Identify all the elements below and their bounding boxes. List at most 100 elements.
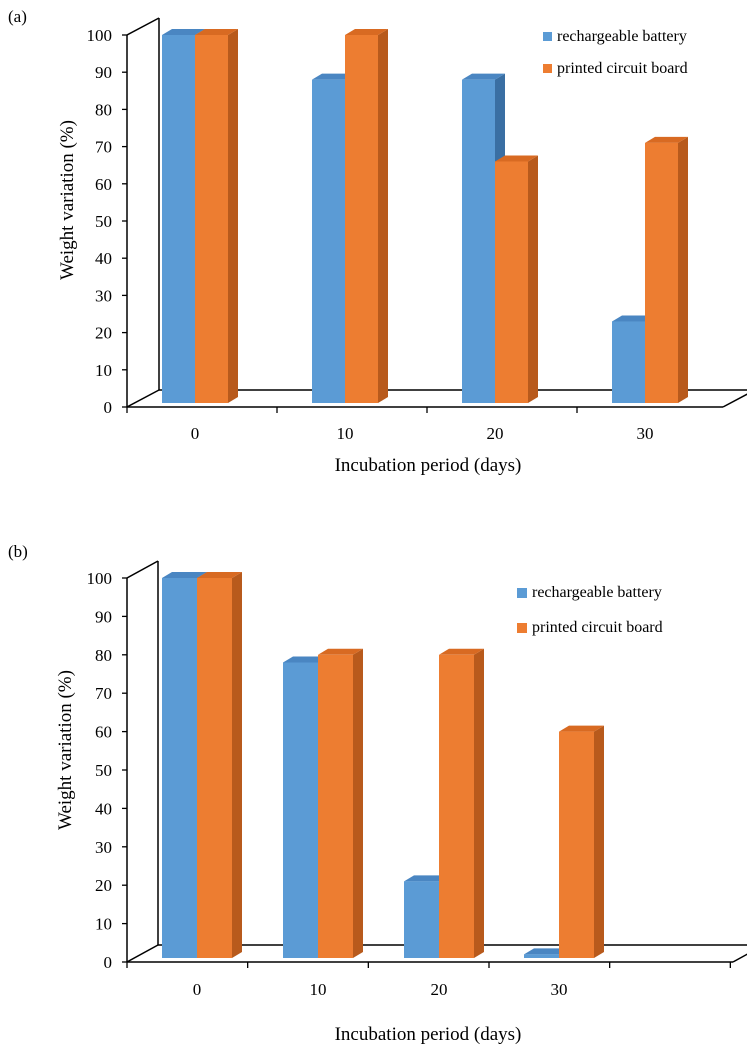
y-tick-label: 100 (87, 26, 113, 45)
y-tick-label: 80 (95, 100, 112, 119)
bar-side (474, 648, 484, 958)
bar-side (353, 648, 363, 958)
legend-swatch-pcb-a (543, 64, 552, 73)
chart-frame-b (122, 560, 747, 968)
y-tick-label: 40 (95, 249, 112, 268)
y-tick-label: 0 (104, 398, 113, 417)
x-tick-label: 20 (487, 424, 504, 443)
bar-pcb-0 (197, 572, 242, 958)
panel-label-a: (a) (8, 7, 27, 26)
legend-swatch-battery-b (517, 588, 527, 598)
legend-label-battery-b: rechargeable battery (532, 584, 662, 601)
y-tick-label: 30 (95, 286, 112, 305)
bar-top (404, 875, 449, 882)
bar-side (678, 136, 688, 403)
bar-side (378, 29, 388, 403)
bar-top (312, 73, 355, 80)
bar-top (195, 29, 238, 35)
panel-label-b: (b) (8, 542, 28, 561)
bar-side (228, 29, 238, 403)
bar-front (495, 161, 528, 403)
chart-panel-a: (a) 0 10 20 30 40 50 60 70 80 90 100 0 10 20 30 Weigh… (8, 7, 747, 476)
bar-side (594, 725, 604, 958)
y-tick-label: 80 (95, 646, 112, 665)
bar-front (197, 578, 232, 958)
y-tick-labels-a: 0 10 20 30 40 50 60 70 80 90 100 (87, 26, 113, 417)
bar-top (612, 315, 655, 322)
bar-front (162, 578, 197, 958)
bar-side (528, 155, 538, 403)
y-tick-label: 100 (87, 569, 113, 588)
floor-right-edge-a (722, 393, 747, 408)
bar-front (612, 321, 645, 403)
bar-top (462, 73, 505, 80)
legend-swatch-battery-a (543, 32, 552, 41)
y-tick-label: 50 (95, 761, 112, 780)
y-tick-label: 0 (104, 953, 113, 972)
x-tick-label: 30 (551, 980, 568, 999)
legend-label-pcb-a: printed circuit board (557, 60, 688, 77)
bar-front (283, 662, 318, 958)
bar-front (312, 79, 345, 403)
bar-front (645, 142, 678, 403)
y-tick-label: 20 (95, 324, 112, 343)
y-tick-label: 20 (95, 876, 112, 895)
x-tick-label: 30 (637, 424, 654, 443)
y-tick-label: 70 (95, 684, 112, 703)
legend-label-pcb-b: printed circuit board (532, 619, 663, 636)
x-axis-label-a: Incubation period (days) (335, 455, 522, 476)
bar-side (232, 572, 242, 958)
bar-front (404, 881, 439, 958)
legend-swatch-pcb-b (517, 623, 527, 633)
bar-top (162, 572, 207, 578)
bar-front (559, 731, 594, 958)
x-tick-label: 10 (337, 424, 354, 443)
x-tick-label: 0 (191, 424, 200, 443)
x-tick-labels-a: 0 10 20 30 (191, 424, 654, 443)
bar-pcb-20 (439, 648, 484, 958)
bar-pcb-10 (345, 29, 388, 403)
bar-front (318, 654, 353, 958)
x-tick-label: 10 (310, 980, 327, 999)
top-left-edge-b (126, 560, 159, 579)
bars-b (162, 572, 604, 958)
bar-top (524, 948, 569, 955)
y-tick-label: 50 (95, 212, 112, 231)
y-tick-labels-b: 0 10 20 30 40 50 60 70 80 90 100 (87, 569, 113, 972)
x-tick-label: 0 (193, 980, 202, 999)
y-tick-label: 10 (95, 361, 112, 380)
bar-top (495, 155, 538, 162)
bars-a (162, 29, 688, 403)
bar-front (439, 654, 474, 958)
floor-left-edge-b (126, 944, 159, 963)
y-tick-label: 90 (95, 63, 112, 82)
x-tick-label: 20 (431, 980, 448, 999)
y-tick-label: 10 (95, 915, 112, 934)
x-tick-labels-b: 0 10 20 30 (193, 980, 568, 999)
y-axis-label-a: Weight variation (%) (57, 120, 78, 280)
bar-front (162, 35, 195, 403)
floor-right-edge-b (732, 953, 747, 963)
bar-pcb-30 (559, 725, 604, 958)
y-tick-label: 60 (95, 175, 112, 194)
bar-pcb-10 (318, 648, 363, 958)
y-tick-label: 30 (95, 838, 112, 857)
chart-panel-b: (b) 0 10 20 30 40 50 60 70 80 90 100 0 10 20 30 Weigh… (8, 542, 747, 1045)
bar-top (645, 136, 688, 143)
y-tick-label: 60 (95, 723, 112, 742)
y-tick-label: 40 (95, 799, 112, 818)
x-axis-label-b: Incubation period (days) (335, 1024, 522, 1045)
legend-label-battery-a: rechargeable battery (557, 28, 687, 45)
bar-pcb-20 (495, 155, 538, 403)
y-tick-label: 90 (95, 607, 112, 626)
bar-pcb-0 (195, 29, 238, 403)
bar-pcb-30 (645, 136, 688, 403)
bar-front (195, 35, 228, 403)
y-tick-label: 70 (95, 138, 112, 157)
bar-front (524, 954, 559, 958)
bar-top (439, 648, 484, 655)
bar-top (559, 725, 604, 732)
top-left-edge-a (126, 17, 160, 36)
bar-front (462, 79, 495, 403)
